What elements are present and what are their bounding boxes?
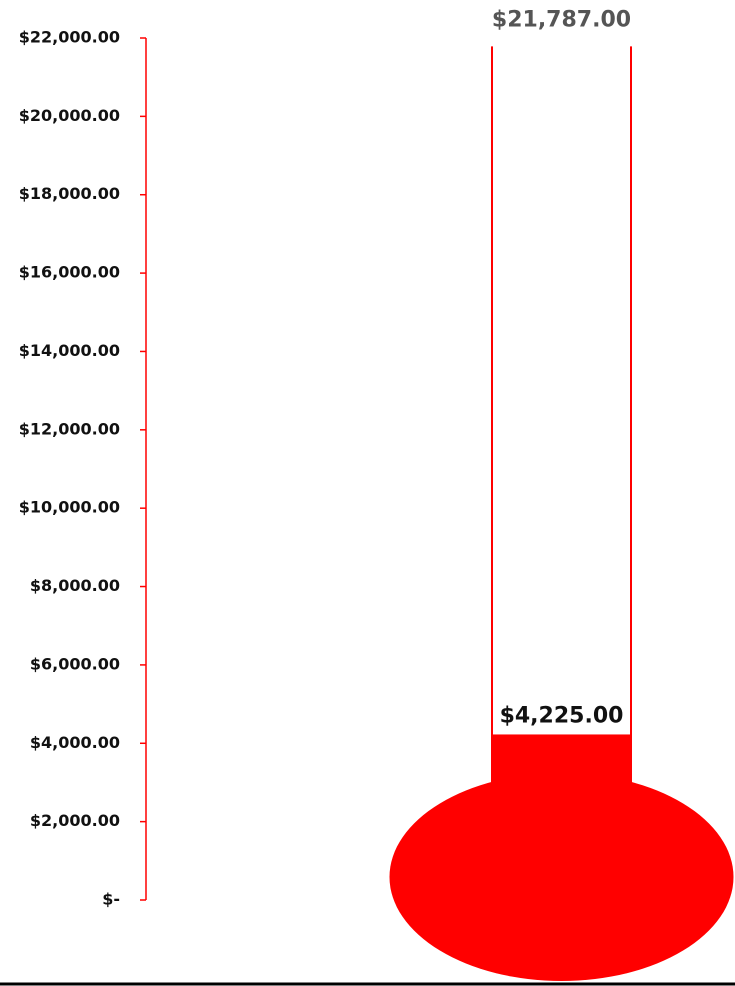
value-label: $4,225.00 — [500, 703, 624, 728]
y-tick-label: $4,000.00 — [30, 733, 120, 752]
y-tick-label: $22,000.00 — [19, 28, 120, 47]
bulb — [389, 773, 734, 981]
y-tick-label: $20,000.00 — [19, 106, 120, 125]
y-tick-label: $10,000.00 — [19, 498, 120, 517]
y-tick-label: $16,000.00 — [19, 263, 120, 282]
y-tick-label: $2,000.00 — [30, 811, 120, 830]
y-tick-label: $12,000.00 — [19, 419, 120, 438]
y-tick-label: $- — [102, 890, 120, 909]
y-tick-label: $18,000.00 — [19, 184, 120, 203]
y-tick-label: $8,000.00 — [30, 576, 120, 595]
y-tick-label: $6,000.00 — [30, 654, 120, 673]
target-label: $21,787.00 — [492, 7, 631, 32]
y-tick-label: $14,000.00 — [19, 341, 120, 360]
